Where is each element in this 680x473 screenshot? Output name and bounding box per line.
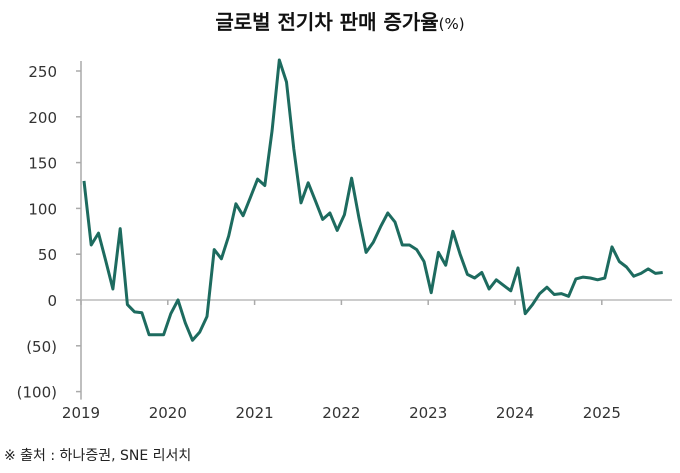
y-tick-label: 50	[38, 246, 57, 264]
title-text: 글로벌 전기차 판매 증가율	[215, 10, 439, 34]
x-tick-label: 2022	[322, 404, 360, 422]
y-tick-label: 150	[28, 155, 57, 173]
y-tick-label: (50)	[26, 338, 57, 356]
y-tick-label: 100	[28, 200, 57, 218]
x-tick-label: 2019	[62, 404, 100, 422]
x-tick-label: 2020	[149, 404, 187, 422]
x-tick-label: 2025	[583, 404, 621, 422]
source-note: ※ 출처 : 하나증권, SNE 리서치	[4, 448, 192, 464]
x-tick-label: 2021	[236, 404, 274, 422]
chart-title: 글로벌 전기차 판매 증가율(%)	[0, 6, 680, 35]
y-tick-label: (100)	[17, 384, 57, 402]
y-tick-label: 0	[47, 292, 57, 310]
title-unit: (%)	[438, 15, 465, 33]
y-tick-label: 200	[28, 109, 57, 127]
x-tick-label: 2023	[409, 404, 447, 422]
y-tick-label: 250	[28, 63, 57, 81]
x-tick-label: 2024	[496, 404, 534, 422]
series-line	[82, 58, 663, 342]
